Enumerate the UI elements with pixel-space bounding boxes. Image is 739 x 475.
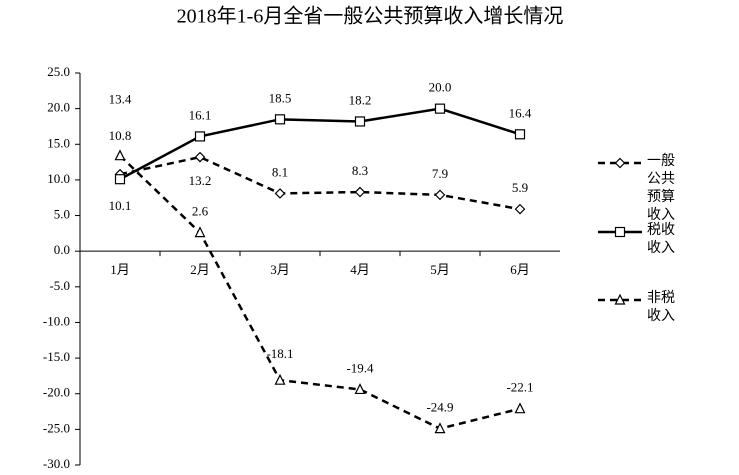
legend-marker [614, 157, 626, 169]
marker [434, 189, 446, 201]
data-label: 16.1 [189, 107, 212, 122]
y-tick-label: 0.0 [54, 242, 70, 257]
data-label: 8.3 [352, 163, 368, 178]
marker [194, 226, 206, 238]
y-tick-label: 20.0 [47, 100, 70, 115]
y-tick-label: -10.0 [43, 313, 70, 328]
marker [514, 129, 526, 140]
marker [354, 383, 366, 395]
marker [194, 151, 206, 163]
x-tick-label: 3月 [270, 262, 290, 277]
y-tick-label: -20.0 [43, 385, 70, 400]
x-tick-label: 5月 [430, 262, 450, 277]
legend-label: 税收收入 [647, 223, 675, 256]
legend-marker [614, 226, 626, 238]
x-tick-label: 4月 [350, 262, 370, 277]
y-tick-label: -15.0 [43, 349, 70, 364]
data-label: -22.1 [506, 380, 533, 395]
x-tick-label: 6月 [510, 262, 530, 277]
marker [114, 149, 126, 161]
data-label: -18.1 [266, 346, 293, 361]
y-tick-label: 10.0 [47, 171, 70, 186]
marker [274, 373, 286, 385]
x-tick-label: 2月 [190, 262, 210, 277]
legend-marker [614, 293, 626, 305]
data-label: 20.0 [429, 80, 452, 95]
y-tick-label: -25.0 [43, 420, 70, 435]
marker [354, 116, 366, 127]
y-tick-label: 5.0 [54, 207, 70, 222]
series-line [119, 107, 521, 181]
data-label: -24.9 [426, 400, 453, 415]
data-label: 5.9 [512, 180, 528, 195]
legend-label: 一般公共预算收入 [647, 154, 675, 223]
data-label: 2.6 [192, 204, 209, 219]
x-tick-label: 1月 [110, 262, 130, 277]
data-label: 18.2 [349, 92, 372, 107]
marker [194, 131, 206, 142]
marker [514, 402, 526, 414]
data-label: 18.5 [269, 90, 292, 105]
data-label: 8.1 [272, 164, 288, 179]
data-label: 7.9 [432, 166, 448, 181]
chart-title: 2018年1-6月全省一般公共预算收入增长情况 [177, 5, 564, 28]
y-tick-label: 15.0 [47, 135, 70, 150]
marker [274, 188, 286, 199]
series-line [119, 154, 521, 430]
marker [274, 114, 286, 125]
data-label: -19.4 [346, 360, 374, 375]
marker [114, 174, 126, 185]
series-line [119, 155, 521, 211]
marker [514, 203, 526, 215]
y-tick-label: -5.0 [49, 278, 70, 293]
data-label: 10.1 [109, 198, 132, 213]
legend-label: 非税收入 [647, 291, 675, 324]
data-label: 10.8 [109, 128, 132, 143]
data-label: 13.2 [189, 173, 212, 188]
marker [434, 103, 446, 114]
marker [354, 186, 366, 198]
y-tick-label: -30.0 [43, 456, 70, 471]
marker [434, 422, 446, 434]
data-label: 16.4 [509, 105, 532, 120]
data-label: 13.4 [109, 92, 132, 107]
y-tick-label: 25.0 [47, 64, 70, 79]
